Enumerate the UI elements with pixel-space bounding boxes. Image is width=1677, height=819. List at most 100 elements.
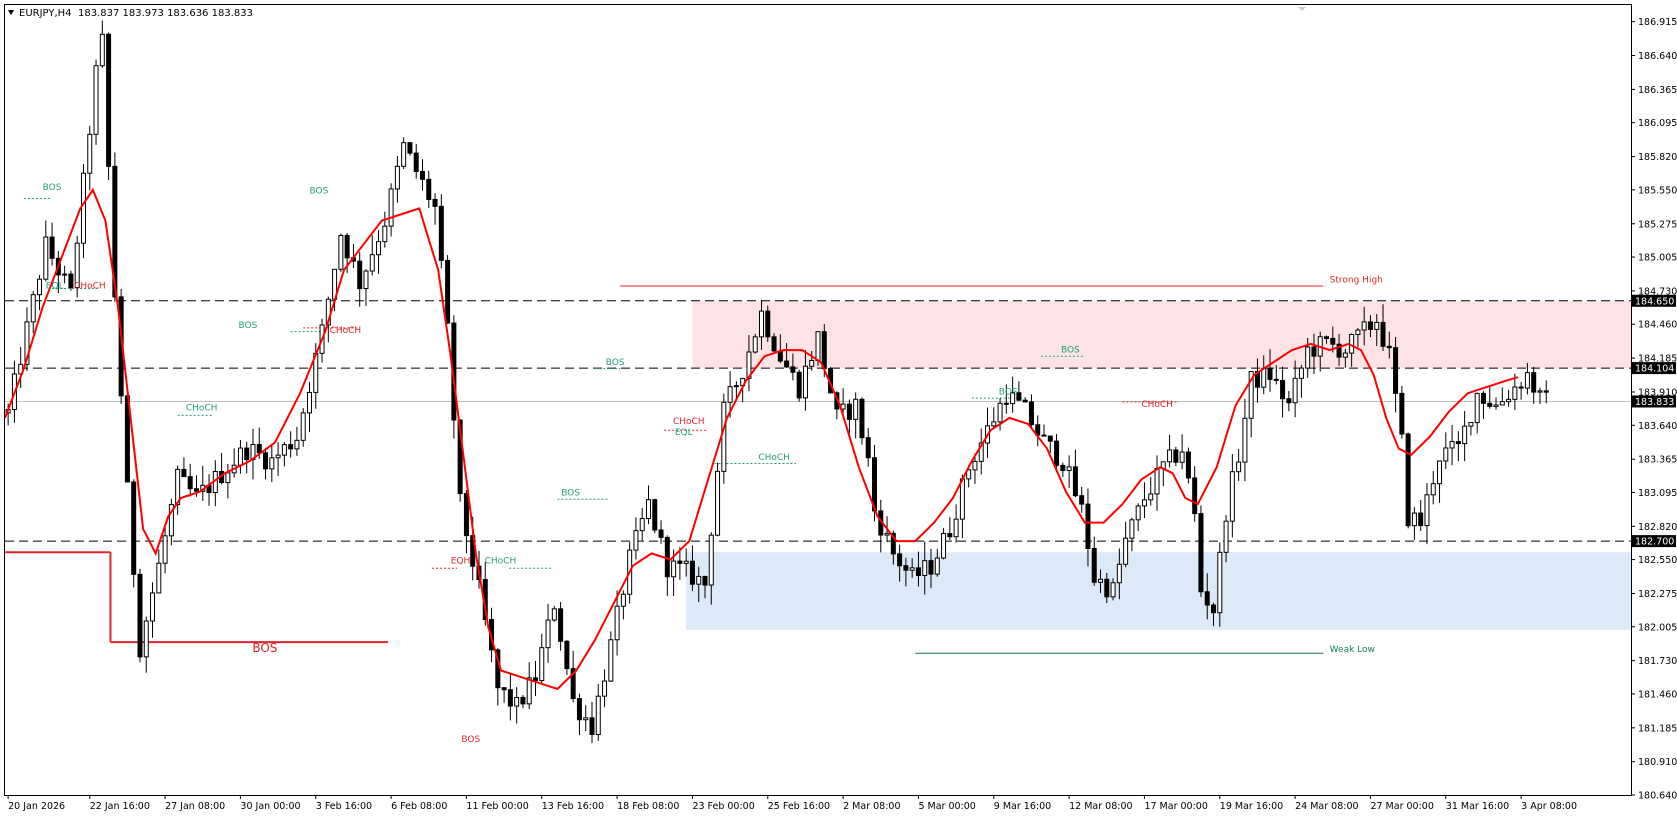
candle-body: [156, 562, 162, 594]
structure-annotation: EQL: [675, 428, 693, 438]
candle: [407, 142, 413, 156]
candle: [928, 548, 934, 589]
candle: [131, 479, 137, 588]
time-tick-label: 13 Feb 16:00: [542, 801, 604, 812]
candle-body: [394, 165, 400, 190]
candle-body: [1248, 370, 1254, 419]
candle: [1016, 381, 1022, 401]
candle: [1324, 335, 1330, 344]
time-tick-label: 17 Mar 00:00: [1144, 801, 1207, 812]
structure-annotation: BOS: [252, 641, 277, 655]
candle-body: [589, 717, 595, 736]
candle: [595, 683, 601, 741]
candle-body: [187, 476, 193, 490]
candle: [1506, 389, 1512, 407]
symbol-menu-triangle-icon[interactable]: [8, 10, 14, 15]
candle-body: [1468, 422, 1474, 427]
symbol-timeframe-label: EURJPY,H4: [19, 8, 72, 19]
structure-lines-layer: [5, 197, 1324, 654]
candle-body: [765, 310, 771, 338]
structure-annotation: BOS: [43, 183, 62, 193]
candle: [922, 541, 928, 595]
candle-body: [62, 273, 68, 276]
candle: [181, 457, 187, 478]
candle-body: [99, 33, 105, 67]
candle: [689, 545, 695, 592]
candle: [413, 143, 419, 179]
candle-body: [545, 619, 551, 649]
candle: [507, 673, 513, 721]
candle: [1361, 306, 1367, 346]
candle: [62, 265, 68, 284]
candle-body: [357, 260, 363, 290]
candle-body: [790, 366, 796, 373]
price-tick-label: 180.640: [1638, 791, 1677, 802]
time-tick-label: 31 Mar 16:00: [1446, 801, 1509, 812]
candle-body: [633, 530, 639, 551]
structure-annotation: BOS: [309, 187, 328, 197]
candle: [1066, 455, 1072, 488]
candle: [696, 566, 702, 603]
candle: [1267, 349, 1273, 392]
candle-body: [49, 236, 55, 259]
candle-body: [131, 481, 137, 575]
candle: [683, 548, 689, 577]
candle-body: [1129, 519, 1135, 539]
candle-body: [1072, 466, 1078, 497]
candle-body: [570, 668, 576, 700]
candle-body: [306, 391, 312, 414]
candle-body: [1524, 372, 1530, 389]
price-tick-label: 182.550: [1638, 555, 1677, 566]
candle-body: [269, 457, 275, 470]
candle: [1192, 466, 1198, 522]
candle-body: [620, 593, 626, 607]
time-tick-label: 9 Mar 16:00: [994, 801, 1051, 812]
candle: [639, 508, 645, 541]
candle: [1054, 434, 1060, 473]
candle-body: [771, 336, 777, 352]
candle-body: [275, 454, 281, 459]
candle: [1298, 364, 1304, 398]
candle: [1292, 360, 1298, 418]
candle-body: [1167, 449, 1173, 463]
candle: [1110, 578, 1116, 601]
candle-body: [143, 620, 149, 658]
candle: [1072, 449, 1078, 498]
candle-body: [507, 689, 513, 707]
candle-body: [532, 677, 538, 682]
candle: [394, 155, 400, 203]
candle-body: [1148, 493, 1154, 501]
candle: [1173, 446, 1179, 467]
candle: [1141, 482, 1147, 518]
candle: [551, 605, 557, 622]
candle-body: [677, 560, 683, 564]
candle: [934, 548, 940, 577]
candle: [1198, 505, 1204, 598]
levels-layer: [5, 300, 1631, 542]
candle: [156, 549, 162, 594]
time-tick-label: 30 Jan 00:00: [240, 801, 300, 812]
candle: [758, 299, 764, 350]
candle: [1041, 424, 1047, 437]
candle-body: [1499, 401, 1505, 406]
time-tick-label: 25 Feb 16:00: [768, 801, 830, 812]
structure-annotation: CHoCH: [330, 326, 362, 336]
candle: [1116, 548, 1122, 600]
candle: [93, 59, 99, 145]
candle-body: [1424, 494, 1430, 527]
candle-body: [1091, 547, 1097, 583]
candle-body: [890, 532, 896, 555]
price-tick-label: 185.005: [1638, 253, 1677, 264]
candle: [143, 616, 149, 673]
candle-body: [1135, 505, 1141, 521]
candle-body: [733, 385, 739, 388]
price-tick-label: 185.550: [1638, 185, 1677, 196]
chart-shift-marker-icon[interactable]: [1298, 7, 1306, 11]
candle-body: [1292, 377, 1298, 404]
candle: [388, 183, 394, 237]
candle: [288, 431, 294, 458]
candle: [558, 602, 564, 651]
candle-body: [1223, 520, 1229, 553]
candle-body: [300, 412, 306, 441]
